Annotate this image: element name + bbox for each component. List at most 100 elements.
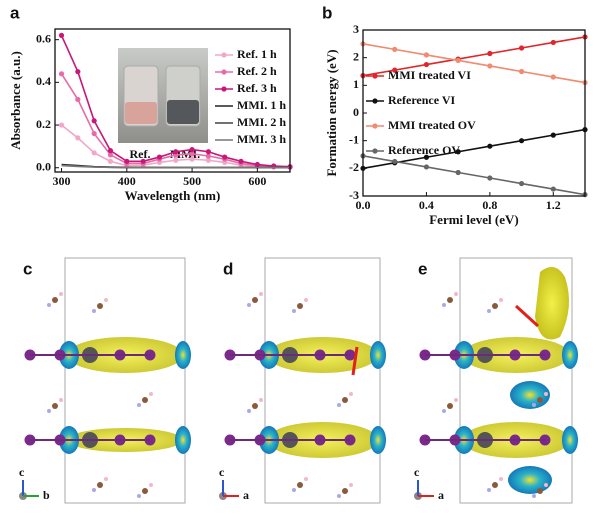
atom <box>137 403 141 407</box>
y-axis-label: Absorbance (a.u.) <box>8 51 23 150</box>
atom <box>499 298 503 302</box>
atom <box>499 477 503 481</box>
atom <box>292 309 296 313</box>
y-tick-label: 0.4 <box>36 74 51 88</box>
density-isosurface <box>508 466 552 494</box>
vial-liquid <box>125 102 157 124</box>
point <box>189 156 195 162</box>
point <box>487 50 493 57</box>
atom <box>487 309 491 313</box>
point <box>423 52 430 58</box>
point <box>550 74 556 80</box>
legend-label: Ref. 2 h <box>237 64 277 78</box>
atom <box>442 303 446 307</box>
atom <box>492 482 498 488</box>
axis-label: b <box>43 488 50 502</box>
structure-panel: c c b <box>19 257 191 504</box>
point <box>107 158 114 164</box>
y-tick-label: 0.0 <box>36 159 51 173</box>
arrow <box>351 346 359 376</box>
atom <box>337 494 341 498</box>
atom <box>447 297 453 303</box>
point <box>455 169 461 176</box>
point <box>58 71 65 77</box>
point <box>189 146 195 153</box>
y-tick-label: 3 <box>353 22 359 36</box>
point <box>238 158 244 164</box>
point <box>423 154 430 160</box>
atom <box>544 392 548 396</box>
atom <box>532 494 536 498</box>
atom <box>104 477 108 481</box>
atom <box>454 398 458 402</box>
point <box>550 132 556 138</box>
atom <box>532 403 536 407</box>
point <box>156 154 163 160</box>
atom <box>342 397 348 403</box>
y-tick-label: 1 <box>353 77 359 91</box>
axes-frame <box>54 28 291 173</box>
axis-label: c <box>219 465 225 479</box>
point <box>423 61 430 68</box>
x-tick-label: 300 <box>53 174 71 188</box>
point <box>75 69 81 75</box>
legend-label: Ref. 1 h <box>237 47 277 61</box>
point <box>222 154 228 160</box>
point <box>254 161 260 168</box>
panel-label: b <box>322 3 332 22</box>
legend-label: MMI treated OV <box>388 118 476 132</box>
point <box>140 158 146 164</box>
point <box>75 135 81 141</box>
point <box>173 157 179 163</box>
cell-frame <box>459 257 573 504</box>
structure-panel: e c a <box>414 257 578 504</box>
axis-label: a <box>243 488 249 502</box>
atom <box>92 488 96 492</box>
axes-frame <box>362 29 586 197</box>
density-edge <box>175 341 191 369</box>
panel-label: e <box>418 259 427 278</box>
legend-label: Reference VI <box>388 93 456 107</box>
y-tick-label: 0 <box>353 105 359 119</box>
point <box>124 158 130 164</box>
atom <box>149 392 153 396</box>
point <box>205 149 212 155</box>
atom <box>544 483 548 487</box>
x-tick-label: 600 <box>248 174 266 188</box>
axis-label: a <box>438 488 444 502</box>
point <box>91 150 97 156</box>
atom <box>304 298 308 302</box>
legend-label: MMI. 2 h <box>237 115 286 129</box>
atom <box>92 309 96 313</box>
atom <box>259 398 263 402</box>
series-line <box>362 43 586 84</box>
point <box>518 180 525 187</box>
legend-label: MMI. 1 h <box>237 98 286 112</box>
y-tick-label: -2 <box>349 160 359 174</box>
x-axis-label: Wavelength (nm) <box>125 188 221 203</box>
atom <box>59 292 63 296</box>
atom <box>59 398 63 402</box>
atom <box>247 303 251 307</box>
atom <box>104 298 108 302</box>
atom <box>349 392 353 396</box>
point <box>58 122 65 128</box>
point <box>173 149 179 155</box>
x-tick-label: 0.4 <box>419 198 434 212</box>
panel-label: a <box>10 3 20 22</box>
atom <box>149 483 153 487</box>
legend-label: MMI treated VI <box>388 68 471 82</box>
axis-label: c <box>414 465 420 479</box>
atom <box>292 488 296 492</box>
series-line <box>362 36 586 77</box>
cell-frame <box>64 257 186 504</box>
series-line <box>61 164 290 169</box>
vial-liquid <box>167 100 199 124</box>
legend-marker <box>372 98 378 104</box>
atom <box>454 292 458 296</box>
axis-label: c <box>19 465 25 479</box>
atom <box>52 403 58 409</box>
atom <box>342 488 348 494</box>
